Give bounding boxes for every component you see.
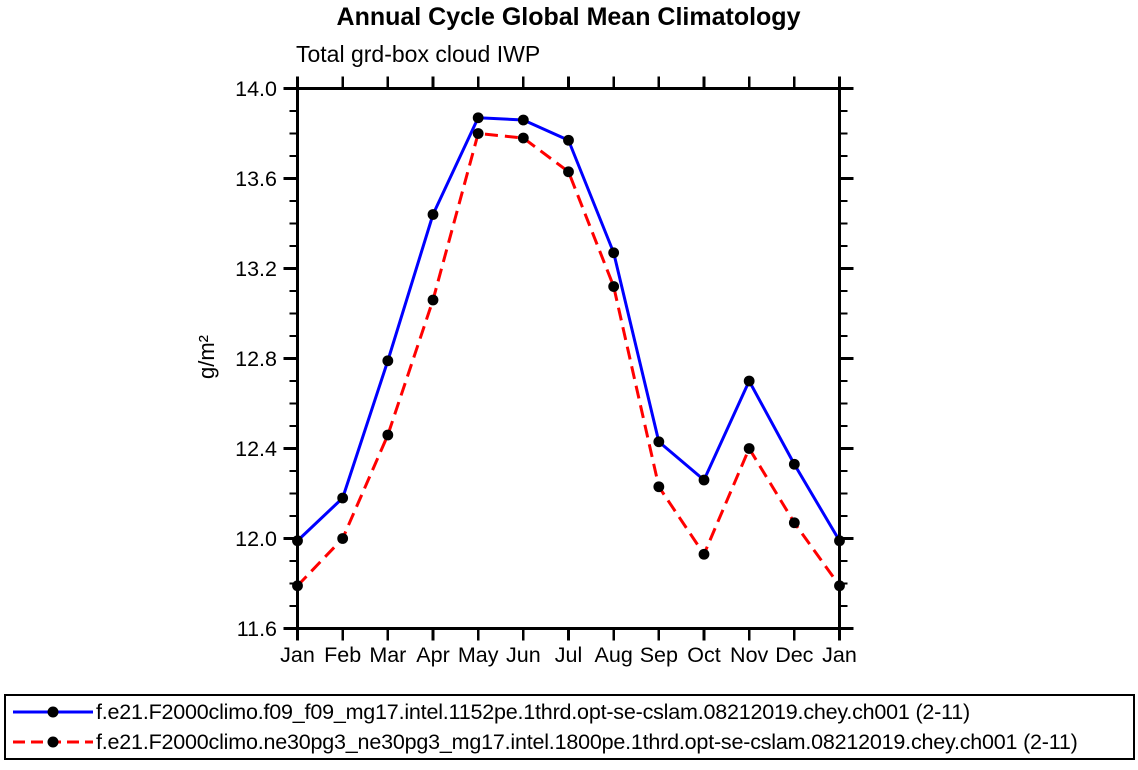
- data-point-marker: [292, 535, 303, 547]
- data-point-marker: [834, 535, 845, 547]
- x-tick-label: Feb: [324, 643, 361, 667]
- legend-item-row: f.e21.F2000climo.f09_f09_mg17.intel.1152…: [10, 697, 1133, 727]
- data-point-marker: [563, 166, 574, 178]
- data-point-marker: [427, 294, 439, 306]
- data-point-marker: [653, 481, 665, 493]
- legend-box: f.e21.F2000climo.f09_f09_mg17.intel.1152…: [4, 694, 1135, 760]
- x-tick-label: Jul: [555, 643, 582, 667]
- x-tick-label: Jan: [822, 643, 857, 667]
- data-point-marker: [788, 517, 800, 529]
- x-tick-label: Aug: [595, 643, 633, 667]
- data-point-marker: [517, 132, 529, 144]
- data-point-marker: [292, 580, 303, 592]
- y-tick-label: 12.8: [235, 347, 277, 371]
- y-tick-label: 11.6: [237, 617, 277, 641]
- data-point-marker: [563, 134, 574, 146]
- data-point-marker: [743, 375, 755, 387]
- legend-label: f.e21.F2000climo.ne30pg3_ne30pg3_mg17.in…: [96, 729, 1078, 754]
- data-point-marker: [743, 443, 755, 454]
- data-point-marker: [517, 114, 529, 126]
- y-tick-label: 12.0: [235, 527, 277, 551]
- data-point-marker: [834, 580, 845, 592]
- legend-sample-marker: [47, 736, 59, 748]
- data-point-marker: [653, 436, 665, 448]
- x-tick-label: Jun: [506, 643, 541, 667]
- data-point-marker: [472, 112, 484, 124]
- data-point-marker: [698, 474, 710, 486]
- data-point-marker: [608, 281, 620, 292]
- y-tick-label: 13.2: [235, 257, 277, 281]
- x-tick-label: Sep: [640, 643, 678, 667]
- x-tick-label: May: [458, 643, 499, 667]
- x-tick-label: Mar: [369, 643, 406, 667]
- series-line-0: [296, 116, 841, 542]
- data-point-marker: [698, 548, 710, 560]
- legend-line-sample: [13, 736, 93, 748]
- data-point-marker: [337, 533, 349, 544]
- y-tick-label: 12.4: [235, 437, 277, 461]
- y-axis-label: g/m²: [194, 335, 219, 379]
- legend-label: f.e21.F2000climo.f09_f09_mg17.intel.1152…: [96, 699, 971, 724]
- chart-subtitle: Total grd-box cloud IWP: [296, 41, 541, 67]
- data-point-marker: [337, 492, 349, 504]
- data-point-marker: [382, 355, 394, 367]
- data-point-marker: [472, 128, 484, 139]
- y-tick-label: 13.6: [235, 167, 277, 191]
- data-point-marker: [427, 209, 439, 220]
- plot-area: 11.6 12.0 12.4 12.8 13.2 13.6 14.0 Jan Feb Mar Apr…: [235, 76, 857, 667]
- legend-sample-marker: [47, 706, 59, 718]
- data-point-marker: [608, 247, 620, 259]
- series-line-1: [296, 132, 841, 587]
- x-tick-label: Apr: [416, 643, 449, 667]
- y-tick-label: 14.0: [235, 77, 277, 101]
- x-tick-label: Nov: [730, 643, 768, 667]
- x-tick-label: Dec: [775, 643, 813, 667]
- legend-line-sample: [13, 706, 93, 718]
- data-point-marker: [788, 458, 800, 470]
- legend-item-row: f.e21.F2000climo.ne30pg3_ne30pg3_mg17.in…: [10, 727, 1133, 757]
- chart-title: Annual Cycle Global Mean Climatology: [336, 3, 801, 31]
- data-point-marker: [382, 429, 394, 441]
- x-tick-label: Jan: [280, 643, 315, 667]
- x-tick-label: Oct: [687, 643, 720, 667]
